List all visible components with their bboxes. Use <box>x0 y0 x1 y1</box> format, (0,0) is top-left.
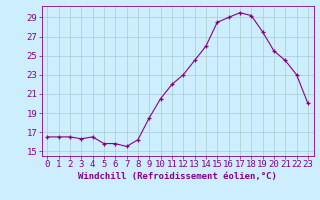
X-axis label: Windchill (Refroidissement éolien,°C): Windchill (Refroidissement éolien,°C) <box>78 172 277 181</box>
